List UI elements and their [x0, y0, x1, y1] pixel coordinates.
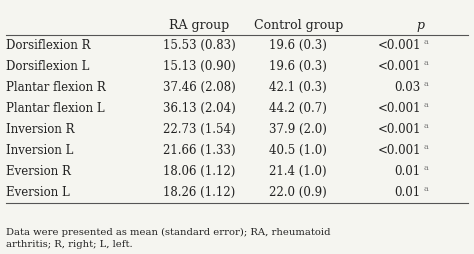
Text: a: a	[423, 164, 428, 172]
Text: a: a	[423, 122, 428, 130]
Text: p: p	[417, 19, 425, 31]
Text: Eversion L: Eversion L	[6, 186, 70, 199]
Text: <0.001: <0.001	[377, 60, 421, 73]
Text: 0.01: 0.01	[395, 165, 421, 178]
Text: <0.001: <0.001	[377, 39, 421, 52]
Text: 36.13 (2.04): 36.13 (2.04)	[163, 102, 236, 115]
Text: 18.06 (1.12): 18.06 (1.12)	[163, 165, 236, 178]
Text: 44.2 (0.7): 44.2 (0.7)	[269, 102, 327, 115]
Text: Dorsiflexion R: Dorsiflexion R	[6, 39, 91, 52]
Text: 19.6 (0.3): 19.6 (0.3)	[269, 39, 327, 52]
Text: 22.73 (1.54): 22.73 (1.54)	[163, 123, 236, 136]
Text: <0.001: <0.001	[377, 144, 421, 157]
Text: a: a	[423, 143, 428, 151]
Text: Control group: Control group	[254, 19, 343, 31]
Text: <0.001: <0.001	[377, 123, 421, 136]
Text: 42.1 (0.3): 42.1 (0.3)	[269, 81, 327, 94]
Text: 19.6 (0.3): 19.6 (0.3)	[269, 60, 327, 73]
Text: 18.26 (1.12): 18.26 (1.12)	[163, 186, 236, 199]
Text: a: a	[423, 101, 428, 109]
Text: 37.9 (2.0): 37.9 (2.0)	[269, 123, 327, 136]
Text: RA group: RA group	[169, 19, 229, 31]
Text: a: a	[423, 80, 428, 88]
Text: <0.001: <0.001	[377, 102, 421, 115]
Text: 15.53 (0.83): 15.53 (0.83)	[163, 39, 236, 52]
Text: a: a	[423, 59, 428, 67]
Text: Eversion R: Eversion R	[6, 165, 71, 178]
Text: a: a	[423, 185, 428, 193]
Text: Data were presented as mean (standard error); RA, rheumatoid
arthritis; R, right: Data were presented as mean (standard er…	[6, 228, 330, 249]
Text: 37.46 (2.08): 37.46 (2.08)	[163, 81, 236, 94]
Text: 21.66 (1.33): 21.66 (1.33)	[163, 144, 236, 157]
Text: 15.13 (0.90): 15.13 (0.90)	[163, 60, 236, 73]
Text: 22.0 (0.9): 22.0 (0.9)	[269, 186, 327, 199]
Text: 21.4 (1.0): 21.4 (1.0)	[269, 165, 327, 178]
Text: 40.5 (1.0): 40.5 (1.0)	[269, 144, 327, 157]
Text: Plantar flexion R: Plantar flexion R	[6, 81, 106, 94]
Text: Dorsiflexion L: Dorsiflexion L	[6, 60, 90, 73]
Text: a: a	[423, 38, 428, 46]
Text: 0.03: 0.03	[394, 81, 421, 94]
Text: Plantar flexion L: Plantar flexion L	[6, 102, 105, 115]
Text: Inversion L: Inversion L	[6, 144, 73, 157]
Text: 0.01: 0.01	[395, 186, 421, 199]
Text: Inversion R: Inversion R	[6, 123, 74, 136]
